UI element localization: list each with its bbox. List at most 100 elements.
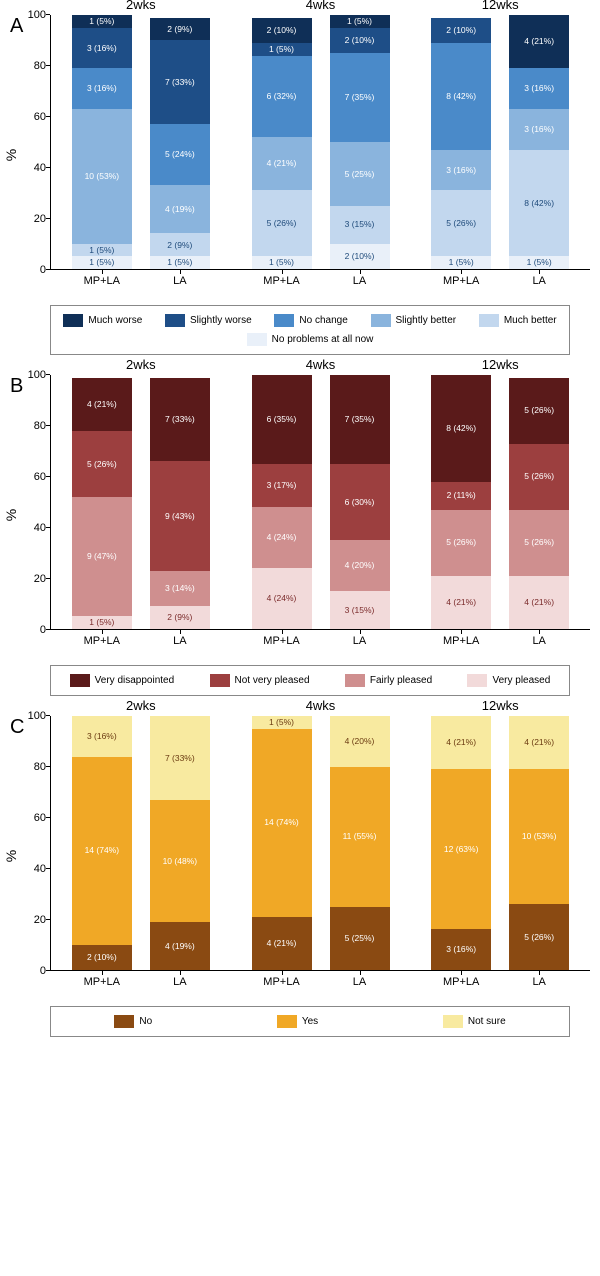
segment: 3 (16%) xyxy=(431,929,491,970)
bar-label: LA xyxy=(330,976,390,988)
segment: 5 (25%) xyxy=(330,142,390,206)
legend-label: Yes xyxy=(302,1016,318,1027)
y-tick: 80 xyxy=(34,60,46,72)
bar-label: LA xyxy=(330,275,390,287)
bar-label: LA xyxy=(150,976,210,988)
group: 12wks8 (42%)2 (11%)5 (26%)4 (21%)MP+LA5 … xyxy=(410,375,590,629)
bar-label: MP+LA xyxy=(252,275,312,287)
legend: Much worseSlightly worseNo changeSlightl… xyxy=(50,305,570,355)
legend-swatch xyxy=(70,674,90,687)
segment: 6 (32%) xyxy=(252,56,312,137)
bar: 5 (26%)5 (26%)5 (26%)4 (21%)LA xyxy=(509,375,569,629)
y-axis: 020406080100 xyxy=(20,15,50,270)
bars: 4 (21%)12 (63%)3 (16%)MP+LA4 (21%)10 (53… xyxy=(410,716,590,970)
y-axis-label: % xyxy=(3,149,19,161)
segment: 2 (10%) xyxy=(330,244,390,269)
segment: 1 (5%) xyxy=(72,256,132,269)
legend-label: Slightly better xyxy=(396,315,457,326)
panel-A: A%0204060801002wks1 (5%)3 (16%)3 (16%)10… xyxy=(10,15,590,355)
bars: 2 (10%)8 (42%)3 (16%)5 (26%)1 (5%)MP+LA4… xyxy=(410,15,590,269)
segment: 1 (5%) xyxy=(150,256,210,269)
legend-item: Not very pleased xyxy=(210,674,310,687)
legend-swatch xyxy=(371,314,391,327)
segment: 7 (33%) xyxy=(150,378,210,462)
plot: 2wks4 (21%)5 (26%)9 (47%)1 (5%)MP+LA7 (3… xyxy=(50,375,590,630)
bar-label: MP+LA xyxy=(252,635,312,647)
segment: 3 (16%) xyxy=(72,716,132,757)
group-title: 12wks xyxy=(410,357,590,372)
segment: 3 (15%) xyxy=(330,591,390,629)
segment: 6 (30%) xyxy=(330,464,390,540)
segment: 9 (43%) xyxy=(150,461,210,570)
bar-label: MP+LA xyxy=(72,635,132,647)
legend-swatch xyxy=(345,674,365,687)
segment: 4 (20%) xyxy=(330,716,390,767)
group: 4wks6 (35%)3 (17%)4 (24%)4 (24%)MP+LA7 (… xyxy=(231,375,411,629)
legend-label: No xyxy=(139,1016,152,1027)
group-title: 4wks xyxy=(231,357,411,372)
legend-label: Slightly worse xyxy=(190,315,252,326)
group: 12wks4 (21%)12 (63%)3 (16%)MP+LA4 (21%)1… xyxy=(410,716,590,970)
segment: 4 (20%) xyxy=(330,540,390,591)
bar: 3 (16%)14 (74%)2 (10%)MP+LA xyxy=(72,716,132,970)
segment: 5 (25%) xyxy=(330,907,390,971)
segment: 1 (5%) xyxy=(252,43,312,56)
segment: 10 (53%) xyxy=(509,769,569,904)
segment: 8 (42%) xyxy=(431,375,491,482)
legend-swatch xyxy=(443,1015,463,1028)
segment: 1 (5%) xyxy=(72,244,132,257)
bars: 8 (42%)2 (11%)5 (26%)4 (21%)MP+LA5 (26%)… xyxy=(410,375,590,629)
segment: 4 (21%) xyxy=(72,378,132,431)
segment: 2 (9%) xyxy=(150,233,210,256)
bar: 7 (33%)9 (43%)3 (14%)2 (9%)LA xyxy=(150,375,210,629)
bar: 2 (9%)7 (33%)5 (24%)4 (19%)2 (9%)1 (5%)L… xyxy=(150,15,210,269)
segment: 1 (5%) xyxy=(252,256,312,269)
bars: 1 (5%)14 (74%)4 (21%)MP+LA4 (20%)11 (55%… xyxy=(231,716,411,970)
bars: 1 (5%)3 (16%)3 (16%)10 (53%)1 (5%)1 (5%)… xyxy=(51,15,231,269)
y-tick: 0 xyxy=(40,965,46,977)
segment: 14 (74%) xyxy=(72,757,132,945)
bar-label: MP+LA xyxy=(72,976,132,988)
legend-item: Not sure xyxy=(443,1015,506,1028)
y-tick: 100 xyxy=(28,710,46,722)
legend-swatch xyxy=(63,314,83,327)
bar-label: LA xyxy=(150,275,210,287)
legend-swatch xyxy=(479,314,499,327)
group-title: 4wks xyxy=(231,0,411,12)
legend-item: No problems at all now xyxy=(247,333,374,346)
bar-label: LA xyxy=(509,976,569,988)
y-tick: 0 xyxy=(40,624,46,636)
segment: 5 (26%) xyxy=(72,431,132,497)
segment: 2 (9%) xyxy=(150,606,210,629)
legend-label: Not very pleased xyxy=(235,675,310,686)
legend-swatch xyxy=(210,674,230,687)
bar: 4 (20%)11 (55%)5 (25%)LA xyxy=(330,716,390,970)
legend-item: Fairly pleased xyxy=(345,674,432,687)
bar-label: MP+LA xyxy=(431,635,491,647)
bars: 6 (35%)3 (17%)4 (24%)4 (24%)MP+LA7 (35%)… xyxy=(231,375,411,629)
segment: 5 (26%) xyxy=(509,904,569,970)
segment: 8 (42%) xyxy=(431,43,491,150)
bar-label: MP+LA xyxy=(72,275,132,287)
segment: 2 (10%) xyxy=(431,18,491,43)
legend-item: Much worse xyxy=(63,314,142,327)
segment: 7 (35%) xyxy=(330,53,390,142)
segment: 8 (42%) xyxy=(509,150,569,257)
segment: 4 (21%) xyxy=(431,576,491,629)
segment: 4 (19%) xyxy=(150,185,210,233)
legend-label: Very disappointed xyxy=(95,675,175,686)
legend-label: Very pleased xyxy=(492,675,550,686)
y-tick: 40 xyxy=(34,522,46,534)
group: 12wks2 (10%)8 (42%)3 (16%)5 (26%)1 (5%)M… xyxy=(410,15,590,269)
legend-label: Fairly pleased xyxy=(370,675,432,686)
bar: 2 (10%)8 (42%)3 (16%)5 (26%)1 (5%)MP+LA xyxy=(431,15,491,269)
y-axis: 020406080100 xyxy=(20,716,50,971)
segment: 1 (5%) xyxy=(431,256,491,269)
legend-swatch xyxy=(277,1015,297,1028)
segment: 3 (16%) xyxy=(72,68,132,109)
segment: 10 (53%) xyxy=(72,109,132,244)
bar: 2 (10%)1 (5%)6 (32%)4 (21%)5 (26%)1 (5%)… xyxy=(252,15,312,269)
panel-C: C%0204060801002wks3 (16%)14 (74%)2 (10%)… xyxy=(10,716,590,1037)
group: 2wks1 (5%)3 (16%)3 (16%)10 (53%)1 (5%)1 … xyxy=(51,15,231,269)
segment: 5 (26%) xyxy=(509,444,569,510)
